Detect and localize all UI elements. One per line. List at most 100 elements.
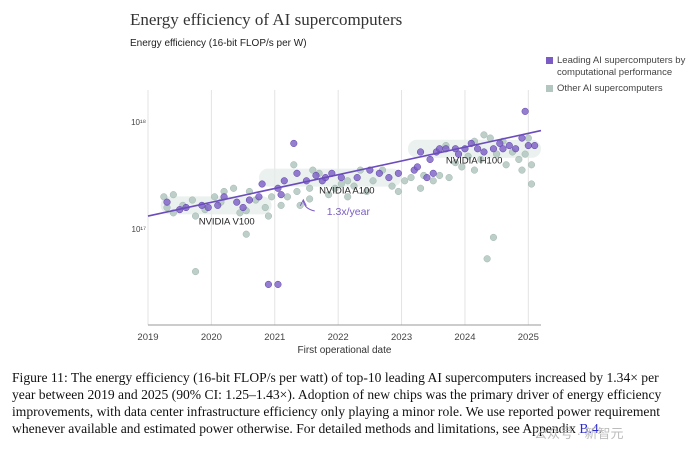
leading-point-34: [436, 145, 444, 153]
leading-point-40: [474, 145, 482, 153]
caption-text: Figure 11: The energy efficiency (16-bit…: [12, 370, 662, 436]
other-point-27: [344, 177, 352, 185]
annotation-arrow: [302, 200, 315, 212]
other-point-56: [518, 166, 526, 174]
leading-point-49: [524, 141, 532, 150]
other-point-25: [331, 184, 339, 192]
chart-subtitle: Energy efficiency (16-bit FLOP/s per W): [130, 38, 307, 49]
other-point-58: [483, 255, 491, 263]
other-point-19: [293, 187, 301, 196]
other-point-63: [470, 166, 478, 174]
other-point-30: [363, 187, 371, 196]
other-point-5: [191, 212, 200, 220]
chart-title: Energy efficiency of AI supercomputers: [130, 10, 403, 29]
leading-point-12: [258, 180, 266, 188]
other-point-11: [236, 209, 244, 217]
other-point-64: [169, 191, 177, 199]
legend-label-other: Other AI supercomputers: [557, 83, 663, 94]
other-point-21: [306, 184, 314, 192]
y-tick-label-1: 10¹⁷: [132, 225, 147, 234]
legend-label-leading: Leading AI supercomputers by computation…: [557, 55, 686, 78]
other-point-66: [344, 193, 352, 201]
leading-point-52: [277, 191, 285, 199]
chart-canvas: 2019 2020 2021 2022 2023 2024 2025 10¹⁸ 10¹⁷ Firs…: [131, 90, 542, 356]
leading-point-46: [512, 145, 520, 153]
x-tick-label-2020: 2020: [201, 332, 222, 343]
leading-point-9: [255, 193, 263, 201]
leading-point-8: [245, 196, 253, 204]
other-point-18: [283, 193, 292, 201]
leading-point-24: [375, 169, 383, 177]
leading-point-25: [385, 174, 393, 182]
other-point-69: [502, 161, 510, 169]
leading-point-42: [489, 145, 498, 153]
leading-point-41: [480, 148, 488, 156]
leading-point-31: [417, 148, 425, 156]
other-point-33: [388, 182, 396, 190]
appendix-link[interactable]: B.4: [579, 421, 599, 436]
annotation-2: NVIDIA H100: [446, 156, 503, 167]
x-axis-label: First operational date: [298, 345, 392, 356]
x-tick-label-2024: 2024: [454, 332, 475, 343]
other-point-37: [417, 184, 425, 192]
other-point-31: [369, 177, 377, 185]
other-point-41: [445, 174, 453, 182]
leading-point-28: [423, 174, 431, 182]
other-point-67: [306, 195, 314, 203]
leading-point-7: [239, 203, 247, 212]
other-point-17: [277, 201, 285, 209]
other-point-65: [264, 212, 272, 220]
other-point-46: [477, 155, 485, 163]
other-point-43: [458, 163, 466, 171]
caption-end: .: [598, 421, 603, 436]
other-point-54: [527, 161, 536, 169]
other-point-22: [309, 166, 317, 174]
legend: Leading AI supercomputers by computation…: [546, 55, 700, 99]
other-point-47: [480, 131, 488, 139]
leading-point-51: [290, 139, 298, 147]
leading-point-10: [264, 280, 272, 288]
annotation-0: NVIDIA V100: [199, 217, 255, 228]
annotation-3: 1.3x/year: [327, 206, 371, 218]
leading-point-30: [413, 163, 421, 171]
other-point-59: [489, 233, 498, 241]
leading-point-3: [204, 203, 212, 212]
x-tick-label-2019: 2019: [137, 332, 158, 343]
other-point-49: [493, 150, 501, 158]
leading-point-15: [293, 169, 301, 177]
y-tick-label-0: 10¹⁸: [131, 118, 146, 127]
leading-point-37: [455, 150, 463, 158]
annotation-arrowhead: [299, 198, 307, 207]
watermark: 公众号 · 新智元: [534, 426, 624, 441]
annotation-1: NVIDIA A100: [319, 186, 374, 197]
leading-point-32: [426, 155, 434, 163]
other-point-16: [268, 193, 276, 201]
legend-item-leading: Leading AI supercomputers by computation…: [546, 55, 700, 79]
other-point-53: [521, 150, 529, 158]
leading-point-48: [521, 107, 529, 115]
legend-item-other: Other AI supercomputers: [546, 83, 700, 95]
other-point-15: [261, 203, 269, 212]
leading-point-45: [505, 141, 513, 150]
leading-point-26: [394, 169, 402, 177]
trend-line: [147, 129, 542, 217]
leading-point-29: [429, 169, 437, 177]
leading-point-44: [499, 145, 507, 153]
leading-point-6: [233, 198, 241, 206]
other-point-40: [436, 171, 444, 180]
legend-swatch-other: [546, 85, 553, 92]
other-point-4: [188, 196, 196, 204]
leading-point-0: [163, 198, 171, 206]
other-point-7: [211, 193, 219, 201]
other-point-57: [527, 180, 536, 188]
leading-point-50: [531, 141, 539, 150]
other-point-61: [242, 230, 250, 238]
leading-point-22: [353, 174, 361, 182]
other-point-0: [160, 193, 168, 201]
x-tick-label-2021: 2021: [264, 332, 285, 343]
other-point-28: [350, 182, 358, 190]
leading-point-4: [214, 201, 222, 209]
x-tick-label-2022: 2022: [328, 332, 349, 343]
legend-swatch-leading: [546, 57, 553, 64]
x-tick-label-2025: 2025: [518, 332, 539, 343]
